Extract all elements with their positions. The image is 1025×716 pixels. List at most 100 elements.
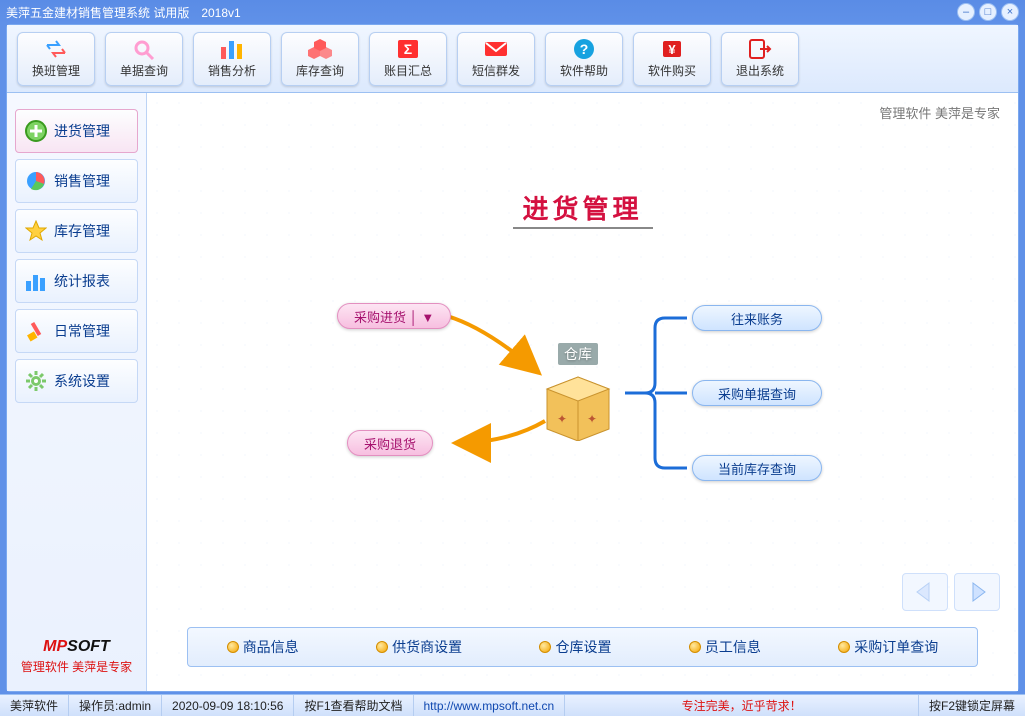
chart-icon (24, 269, 48, 293)
status-operator: 操作员: admin (69, 695, 162, 716)
brush-icon (24, 319, 48, 343)
bars-icon (218, 38, 246, 60)
brand-block: MPSOFT 管理软件 美萍是专家 (7, 632, 146, 681)
bullet-icon (227, 641, 239, 653)
bullet-icon (376, 641, 388, 653)
bottom-link-label: 仓库设置 (555, 637, 611, 657)
content-area: 管理软件 美萍是专家 进货管理 (147, 93, 1018, 691)
nav-prev-button[interactable] (902, 573, 948, 611)
bullet-icon (539, 641, 551, 653)
cubes-icon (306, 38, 334, 60)
toolbar-swap-button[interactable]: 换班管理 (17, 32, 95, 86)
sidebar-item-4[interactable]: 日常管理 (15, 309, 138, 353)
search-icon (130, 38, 158, 60)
svg-text:✦: ✦ (587, 412, 597, 426)
sidebar-item-2[interactable]: 库存管理 (15, 209, 138, 253)
bottom-link-label: 员工信息 (705, 637, 761, 657)
status-app: 美萍软件 (0, 695, 69, 716)
brand-tagline: 管理软件 美萍是专家 (17, 658, 136, 675)
plus-icon (24, 119, 48, 143)
bottom-link-4[interactable]: 采购订单查询 (838, 637, 938, 657)
toolbar-mail-button[interactable]: 短信群发 (457, 32, 535, 86)
svg-text:Σ: Σ (404, 41, 412, 57)
window-controls: – □ × (957, 3, 1019, 21)
toolbar-label: 账目汇总 (384, 62, 432, 79)
status-datetime: 2020-09-09 18:10:56 (162, 695, 294, 716)
flow-diagram: 仓库 ✦ ✦ 采购进货 │ ▼ 采购退货 往来账务 采购单据查询 (147, 93, 1018, 691)
bottom-link-3[interactable]: 员工信息 (689, 637, 761, 657)
bottom-link-bar: 商品信息 供货商设置 仓库设置 员工信息 采购订单查询 (187, 627, 978, 667)
bottom-link-label: 商品信息 (243, 637, 299, 657)
sigma-icon: Σ (394, 38, 422, 60)
sidebar-item-5[interactable]: 系统设置 (15, 359, 138, 403)
warehouse-node: 仓库 ✦ ✦ (539, 343, 617, 441)
app-body: ✧ ✧ 进货管理销售管理库存管理统计报表日常管理系统设置 MPSOFT 管理软件… (7, 93, 1018, 691)
order-query-button[interactable]: 采购单据查询 (692, 380, 822, 406)
svg-text:¥: ¥ (668, 42, 676, 57)
sidebar-item-label: 日常管理 (54, 321, 110, 341)
help-icon: ? (570, 38, 598, 60)
warehouse-label: 仓库 (558, 343, 598, 365)
box-icon: ✦ ✦ (539, 371, 617, 441)
bottom-link-1[interactable]: 供货商设置 (376, 637, 462, 657)
minimize-button[interactable]: – (957, 3, 975, 21)
toolbar-buy-button[interactable]: ¥ 软件购买 (633, 32, 711, 86)
toolbar-label: 销售分析 (208, 62, 256, 79)
maximize-button[interactable]: □ (979, 3, 997, 21)
nav-arrows (902, 573, 1000, 611)
sidebar-item-3[interactable]: 统计报表 (15, 259, 138, 303)
brand-logo: MPSOFT (17, 638, 136, 656)
window-title: 美萍五金建材销售管理系统 试用版 2018v1 (6, 4, 957, 21)
bottom-link-label: 供货商设置 (392, 637, 462, 657)
svg-text:?: ? (580, 41, 589, 57)
purchase-in-button[interactable]: 采购进货 │ ▼ (337, 303, 451, 329)
toolbar-label: 退出系统 (736, 62, 784, 79)
status-slogan: 专注完美，近乎苛求！ (565, 695, 919, 716)
toolbar-bars-button[interactable]: 销售分析 (193, 32, 271, 86)
swap-icon (42, 38, 70, 60)
gear-icon (24, 369, 48, 393)
bottom-link-2[interactable]: 仓库设置 (539, 637, 611, 657)
bullet-icon (689, 641, 701, 653)
status-lock: 按F2键锁定屏幕 (919, 695, 1025, 716)
sidebar-item-label: 进货管理 (54, 121, 110, 141)
exit-icon (746, 38, 774, 60)
status-help: 按F1查看帮助文档 (294, 695, 413, 716)
pie-icon (24, 169, 48, 193)
buy-icon: ¥ (658, 38, 686, 60)
mail-icon (482, 38, 510, 60)
sidebar-item-label: 销售管理 (54, 171, 110, 191)
sidebar-item-label: 库存管理 (54, 221, 110, 241)
main-toolbar: 换班管理 单据查询 销售分析 库存查询 Σ 账目汇总 短信群发? 软件帮助 ¥ 软件购买 退出系统 (7, 25, 1018, 93)
toolbar-help-button[interactable]: ? 软件帮助 (545, 32, 623, 86)
status-url[interactable]: http://www.mpsoft.net.cn (414, 695, 566, 716)
sidebar: 进货管理销售管理库存管理统计报表日常管理系统设置 MPSOFT 管理软件 美萍是… (7, 93, 147, 691)
star-icon (24, 219, 48, 243)
app-frame: 换班管理单据查询销售分析库存查询Σ账目汇总短信群发?软件帮助¥软件购买退出系统 … (6, 24, 1019, 692)
toolbar-exit-button[interactable]: 退出系统 (721, 32, 799, 86)
close-button[interactable]: × (1001, 3, 1019, 21)
toolbar-label: 换班管理 (32, 62, 80, 79)
svg-text:✦: ✦ (557, 412, 567, 426)
bullet-icon (838, 641, 850, 653)
toolbar-label: 短信群发 (472, 62, 520, 79)
toolbar-label: 单据查询 (120, 62, 168, 79)
bottom-link-label: 采购订单查询 (854, 637, 938, 657)
purchase-return-button[interactable]: 采购退货 (347, 430, 433, 456)
titlebar: 美萍五金建材销售管理系统 试用版 2018v1 – □ × (0, 0, 1025, 24)
sidebar-item-0[interactable]: 进货管理 (15, 109, 138, 153)
nav-next-button[interactable] (954, 573, 1000, 611)
toolbar-search-button[interactable]: 单据查询 (105, 32, 183, 86)
account-button[interactable]: 往来账务 (692, 305, 822, 331)
toolbar-sigma-button[interactable]: Σ 账目汇总 (369, 32, 447, 86)
toolbar-cubes-button[interactable]: 库存查询 (281, 32, 359, 86)
statusbar: 美萍软件 操作员: admin 2020-09-09 18:10:56 按F1查… (0, 694, 1025, 716)
bottom-link-0[interactable]: 商品信息 (227, 637, 299, 657)
sidebar-item-label: 统计报表 (54, 271, 110, 291)
sidebar-item-label: 系统设置 (54, 371, 110, 391)
toolbar-label: 软件购买 (648, 62, 696, 79)
sidebar-item-1[interactable]: 销售管理 (15, 159, 138, 203)
stock-query-button[interactable]: 当前库存查询 (692, 455, 822, 481)
toolbar-label: 库存查询 (296, 62, 344, 79)
toolbar-label: 软件帮助 (560, 62, 608, 79)
